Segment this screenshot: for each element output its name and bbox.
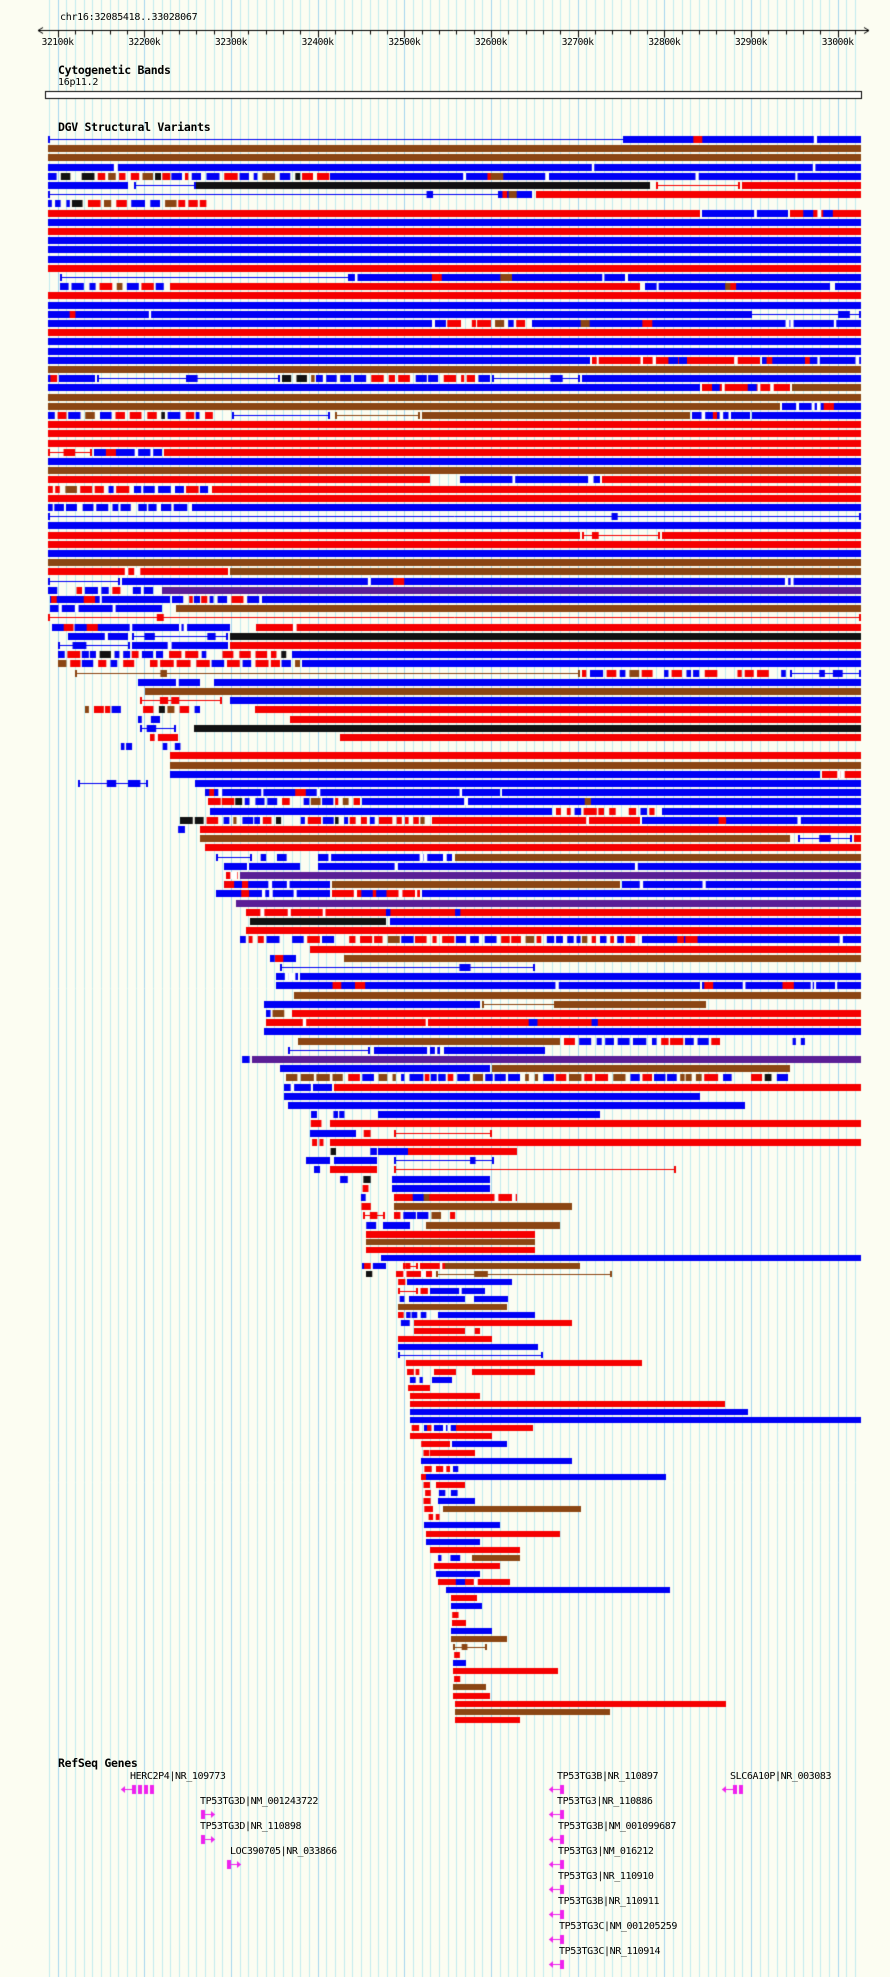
dgv-structural-variants-title: DGV Structural Variants — [58, 120, 211, 134]
refseq-genes-title: RefSeq Genes — [58, 1756, 138, 1770]
ruler-tick-label: 32800k — [648, 37, 681, 48]
ruler-tick-label: 32900k — [735, 37, 767, 48]
ruler-tick-label: 32600k — [475, 37, 507, 48]
gene-label: TP53TG3B|NR_110897 — [557, 1771, 659, 1782]
gene-label: TP53TG3|NM_016212 — [558, 1846, 654, 1857]
ruler-tick-label: 32300k — [215, 37, 247, 48]
gene-label: HERC2P4|NR_109773 — [130, 1771, 226, 1782]
cytoband-label: 16p11.2 — [58, 77, 99, 88]
gene-label: TP53TG3C|NM_001205259 — [559, 1921, 678, 1932]
gene-label: TP53TG3D|NR_110898 — [200, 1821, 302, 1832]
ruler-tick-label: 32400k — [301, 37, 334, 48]
ruler-tick-label: 33000k — [821, 37, 854, 48]
gene-label: TP53TG3B|NR_110911 — [558, 1896, 660, 1907]
region-position-label: chr16:32085418..33028067 — [60, 12, 198, 23]
ruler-tick-label: 32700k — [561, 37, 594, 48]
gene-label: TP53TG3B|NM_001099687 — [558, 1821, 677, 1832]
gene-label: TP53TG3|NR_110886 — [557, 1796, 653, 1807]
gene-label: TP53TG3D|NM_001243722 — [200, 1796, 319, 1807]
ruler-tick-label: 32200k — [128, 37, 161, 48]
ruler-tick-label: 32100k — [41, 37, 74, 48]
gene-label: TP53TG3C|NR_110914 — [559, 1946, 661, 1957]
gene-label: TP53TG3|NR_110910 — [558, 1871, 654, 1882]
ruler-tick-label: 32500k — [388, 37, 421, 48]
gene-label: SLC6A10P|NR_003083 — [730, 1771, 832, 1782]
gene-label: LOC390705|NR_033866 — [230, 1846, 337, 1857]
cytogenetic-bands-title: Cytogenetic Bands — [58, 63, 171, 77]
